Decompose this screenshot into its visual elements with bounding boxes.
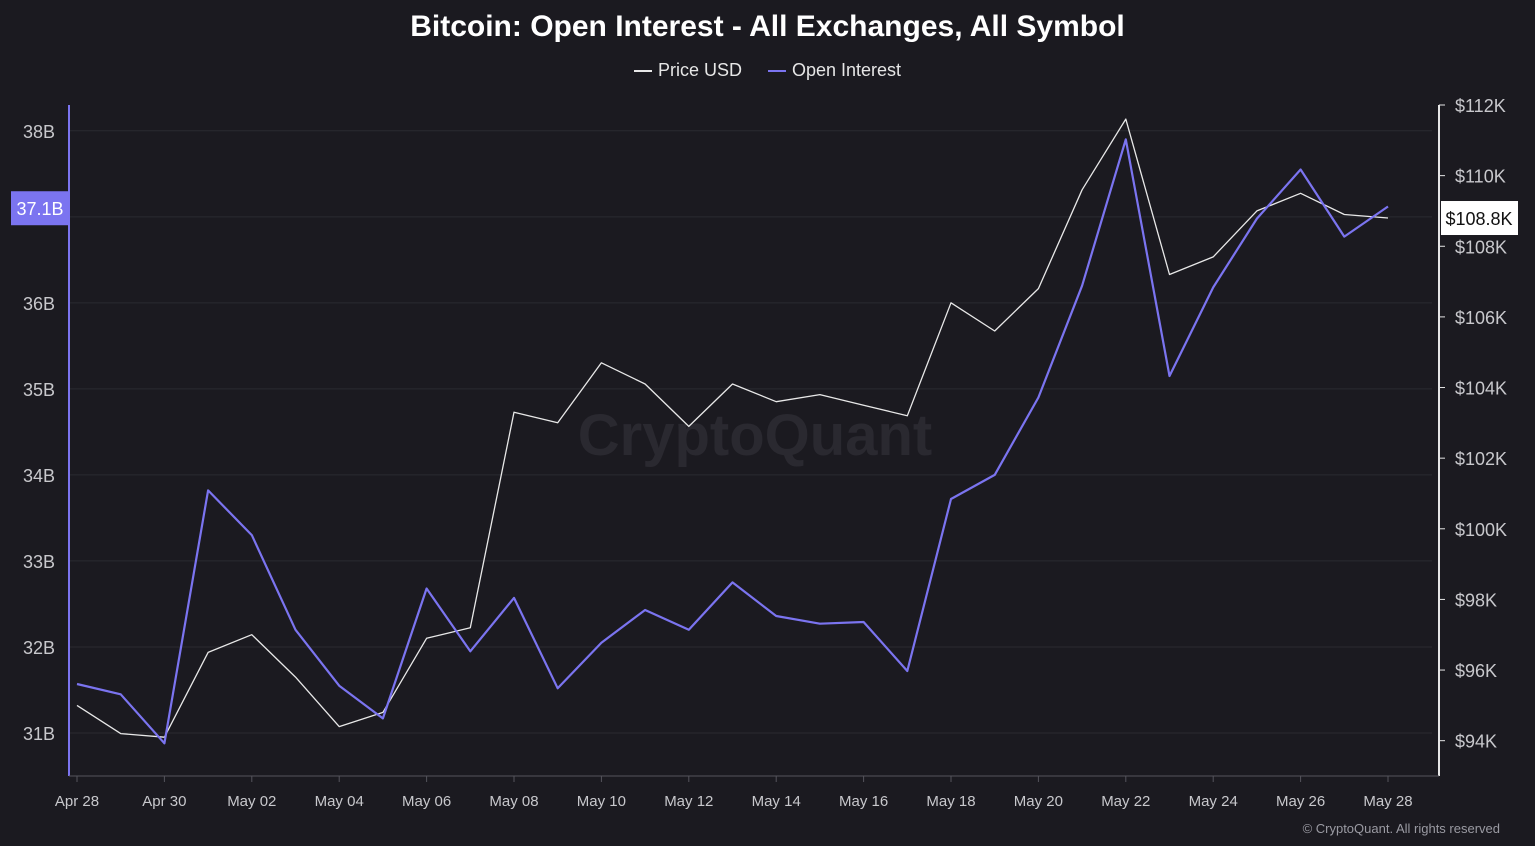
x-tick-label: May 20 <box>1014 793 1063 810</box>
legend-swatch-open-interest <box>767 69 786 72</box>
y-left-tick-label: 35B <box>23 380 55 400</box>
legend-label-open-interest: Open Interest <box>791 60 902 80</box>
series-line-price <box>76 118 1389 738</box>
x-tick-label: May 22 <box>1101 793 1150 810</box>
legend-swatch-price <box>633 69 652 72</box>
current-value-label-left: 37.1B <box>16 199 63 219</box>
watermark-text: CryptoQuant <box>578 403 932 468</box>
current-value-label-right: $108.8K <box>1445 209 1512 229</box>
y-left-tick-label: 38B <box>23 122 55 142</box>
x-tick-label: Apr 28 <box>55 793 99 810</box>
x-tick-label: May 14 <box>752 793 801 810</box>
x-tick-label: Apr 30 <box>142 793 186 810</box>
y-right-tick-label: $100K <box>1455 520 1507 540</box>
y-left-tick-label: 31B <box>23 724 55 744</box>
x-tick-label: May 02 <box>227 793 276 810</box>
x-tick-label: May 04 <box>315 793 364 810</box>
y-right-tick-label: $94K <box>1455 732 1497 752</box>
y-left-tick-label: 33B <box>23 552 55 572</box>
y-right-tick-label: $96K <box>1455 661 1497 681</box>
axis-layer: 31B32B33B34B35B36B37B38B$94K$96K$98K$100… <box>23 96 1507 810</box>
y-left-tick-label: 32B <box>23 638 55 658</box>
x-tick-label: May 06 <box>402 793 451 810</box>
x-tick-label: May 16 <box>839 793 888 810</box>
legend-item-price[interactable]: Price USD <box>633 60 742 81</box>
series-line-open-interest <box>76 138 1389 745</box>
y-right-tick-label: $108K <box>1455 237 1507 257</box>
y-right-tick-label: $104K <box>1455 379 1507 399</box>
x-tick-label: May 18 <box>926 793 975 810</box>
current-value-box-left <box>11 191 69 226</box>
x-tick-label: May 12 <box>664 793 713 810</box>
y-right-tick-label: $98K <box>1455 590 1497 610</box>
x-tick-label: May 28 <box>1363 793 1412 810</box>
chart-title: Bitcoin: Open Interest - All Exchanges, … <box>410 10 1125 43</box>
series-layer <box>76 118 1389 745</box>
current-value-box-right <box>1441 201 1518 236</box>
y-right-tick-label: $112K <box>1455 96 1506 116</box>
x-tick-label: May 26 <box>1276 793 1325 810</box>
y-right-tick-label: $106K <box>1455 308 1507 328</box>
y-right-tick-label: $102K <box>1455 449 1507 469</box>
x-tick-label: May 10 <box>577 793 626 810</box>
legend-item-open-interest[interactable]: Open Interest <box>767 60 902 81</box>
y-left-tick-label: 34B <box>23 466 55 486</box>
y-left-tick-label: 36B <box>23 294 55 314</box>
legend-label-price: Price USD <box>657 60 742 80</box>
legend: Price USD Open Interest <box>0 60 1535 81</box>
x-tick-label: May 24 <box>1189 793 1238 810</box>
copyright-text: © CryptoQuant. All rights reserved <box>1302 821 1500 836</box>
x-tick-label: May 08 <box>489 793 538 810</box>
label-layer: 37.1B $108.8K <box>11 191 1518 236</box>
y-right-tick-label: $110K <box>1455 167 1506 187</box>
